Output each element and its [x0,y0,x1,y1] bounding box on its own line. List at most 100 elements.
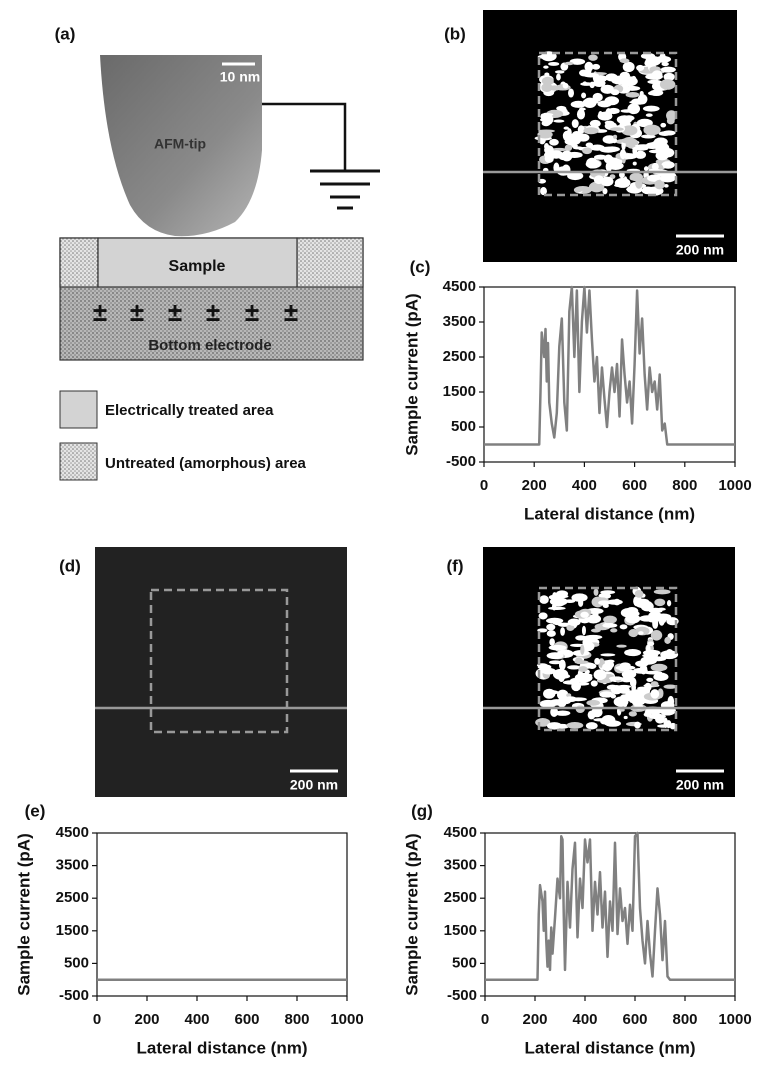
conductive-spot [564,144,573,152]
conductive-spot [578,69,589,77]
conductive-spot [604,146,620,152]
conductive-spot [635,178,643,189]
conductive-spot [571,681,582,692]
conductive-spot [546,690,559,695]
x-axis-label: Lateral distance (nm) [524,504,695,523]
conductive-spot [586,699,600,706]
conductive-spot [564,696,578,703]
conductive-spot [650,689,660,699]
conductive-spot [557,697,567,708]
conductive-spot [600,653,616,657]
plot-frame [96,832,348,997]
conductive-spot [650,681,659,687]
panel-label: (e) [25,801,46,820]
conductive-spot [556,105,567,112]
conductive-spot [634,721,641,729]
charge: ± [130,297,144,327]
conductive-spot [629,100,646,104]
conductive-spot [605,161,613,172]
x-tick-label: 1000 [718,477,751,494]
conductive-spot [571,119,579,129]
x-axis-label: Lateral distance (nm) [525,1038,696,1057]
conductive-spot [538,612,548,620]
conductive-spot [563,126,569,130]
y-tick-label: 3500 [443,313,476,330]
y-tick-label: 2500 [56,889,89,906]
x-tick-label: 800 [672,477,697,494]
conductive-spot [578,666,588,672]
conductive-spot [610,89,620,96]
conductive-spot [585,98,592,107]
y-tick-label: 1500 [443,383,476,400]
conductive-spot [546,623,556,631]
conductive-spot [654,179,665,190]
conductive-spot [546,722,562,730]
conductive-spot [558,659,566,671]
conductive-spot [612,137,618,144]
conductive-spot [647,641,655,646]
conductive-spot [560,627,565,636]
conductive-spot [625,92,640,98]
conductive-spot [666,117,675,125]
conductive-spot [622,61,635,73]
conductive-spot [571,130,582,140]
conductive-spot [548,606,566,610]
conductive-spot [582,147,592,155]
x-axis-label: Lateral distance (nm) [137,1038,308,1057]
conductive-spot [664,636,671,644]
conductive-spot [568,88,575,98]
conductive-spot [541,83,553,92]
conductive-spot [645,113,653,117]
conductive-spot [641,134,656,139]
conductive-spot [640,52,656,60]
conductive-spot [554,70,565,74]
x-tick-label: 200 [522,477,547,494]
charge: ± [284,297,298,327]
conductive-spot [660,122,667,128]
conductive-spot [583,127,599,135]
conductive-spot [543,114,554,125]
y-tick-label: 500 [452,954,477,971]
y-tick-label: 1500 [56,922,89,939]
conductive-spot [620,138,634,144]
conductive-spot [571,593,588,602]
conductive-spot [588,181,605,193]
treated-region [537,586,678,732]
conductive-spot [584,61,594,72]
conductive-spot [629,677,637,688]
conductive-spot [550,706,559,718]
y-tick-label: 500 [451,418,476,435]
conductive-spot [646,677,654,683]
conductive-spot [651,162,659,171]
conductive-spot [589,121,596,126]
x-tick-label: 1000 [718,1011,751,1028]
afm-image [95,547,347,797]
conductive-spot [636,64,645,72]
conductive-spot [605,73,618,82]
conductive-spot [549,138,559,146]
conductive-spot [660,66,676,73]
conductive-spot [663,184,669,188]
conductive-spot [551,594,569,599]
y-tick-label: 500 [64,954,89,971]
conductive-spot [556,689,569,701]
conductive-spot [629,651,635,655]
conductive-spot [651,70,663,81]
panel-label: (d) [59,556,81,575]
conductive-spot [660,175,676,183]
data-line [485,831,735,981]
conductive-spot [581,641,595,652]
conductive-spot [579,673,586,681]
conductive-spot [650,663,668,672]
conductive-spot [657,724,670,728]
conductive-spot [593,79,606,87]
afm-tip [100,55,262,237]
conductive-spot [580,644,585,655]
conductive-spot [539,595,549,604]
conductive-spot [616,644,627,648]
conductive-spot [570,100,587,108]
untreated-area [296,237,364,288]
conductive-spot [579,107,586,111]
conductive-spot [575,635,587,641]
conductive-spot [645,143,659,150]
